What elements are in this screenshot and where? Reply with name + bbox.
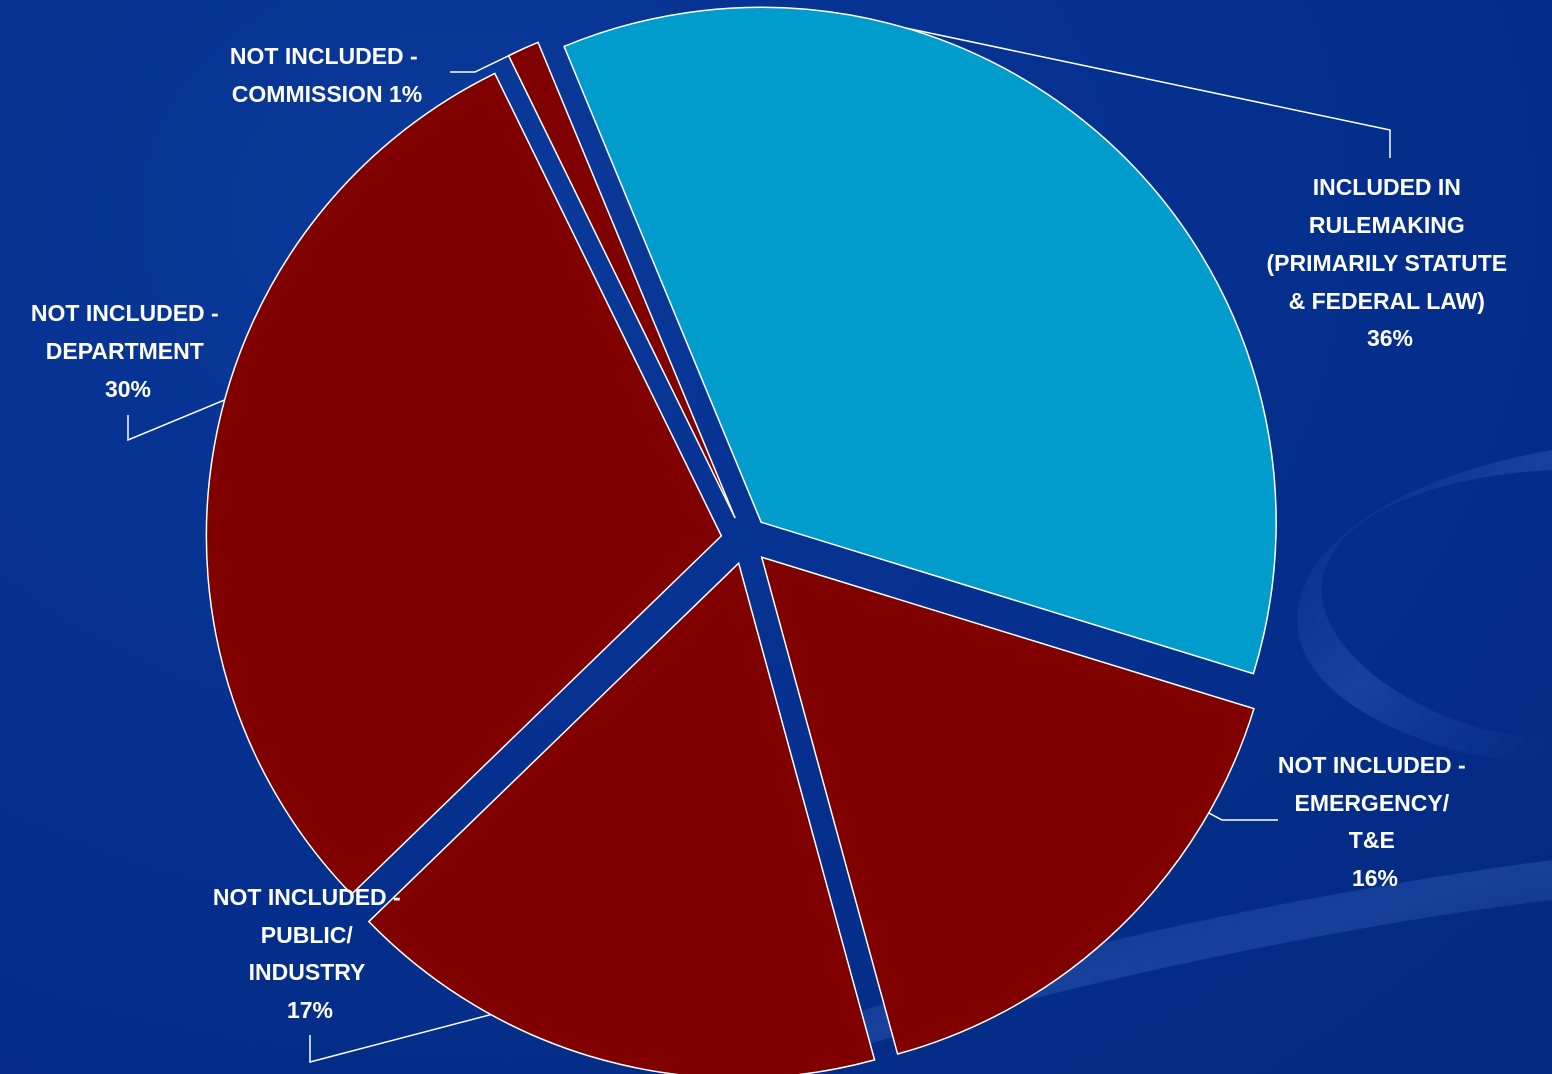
pie-slices <box>205 6 1277 1074</box>
label-rulemaking: INCLUDED IN RULEMAKING (PRIMARILY STATUT… <box>1266 174 1513 351</box>
leader-line-rulemaking <box>906 27 1391 158</box>
leader-lines <box>127 27 1391 1063</box>
label-emergency: NOT INCLUDED - EMERGENCY/ T&E 16% <box>1278 752 1472 891</box>
leader-line-emergency <box>1208 812 1278 821</box>
leader-line-commission <box>450 48 524 73</box>
label-public: NOT INCLUDED - PUBLIC/ INDUSTRY 17% <box>213 884 407 1023</box>
label-commission: NOT INCLUDED - COMMISSION 1% <box>230 43 424 107</box>
pie-slice-public <box>367 561 876 1074</box>
pie-slice-emergency <box>760 556 1255 1055</box>
leader-line-department <box>127 399 225 442</box>
pie-slice-rulemaking <box>563 6 1277 675</box>
leader-line-public <box>309 1013 492 1063</box>
label-department: NOT INCLUDED - DEPARTMENT 30% <box>31 300 225 402</box>
pie-slice-department <box>205 72 723 896</box>
